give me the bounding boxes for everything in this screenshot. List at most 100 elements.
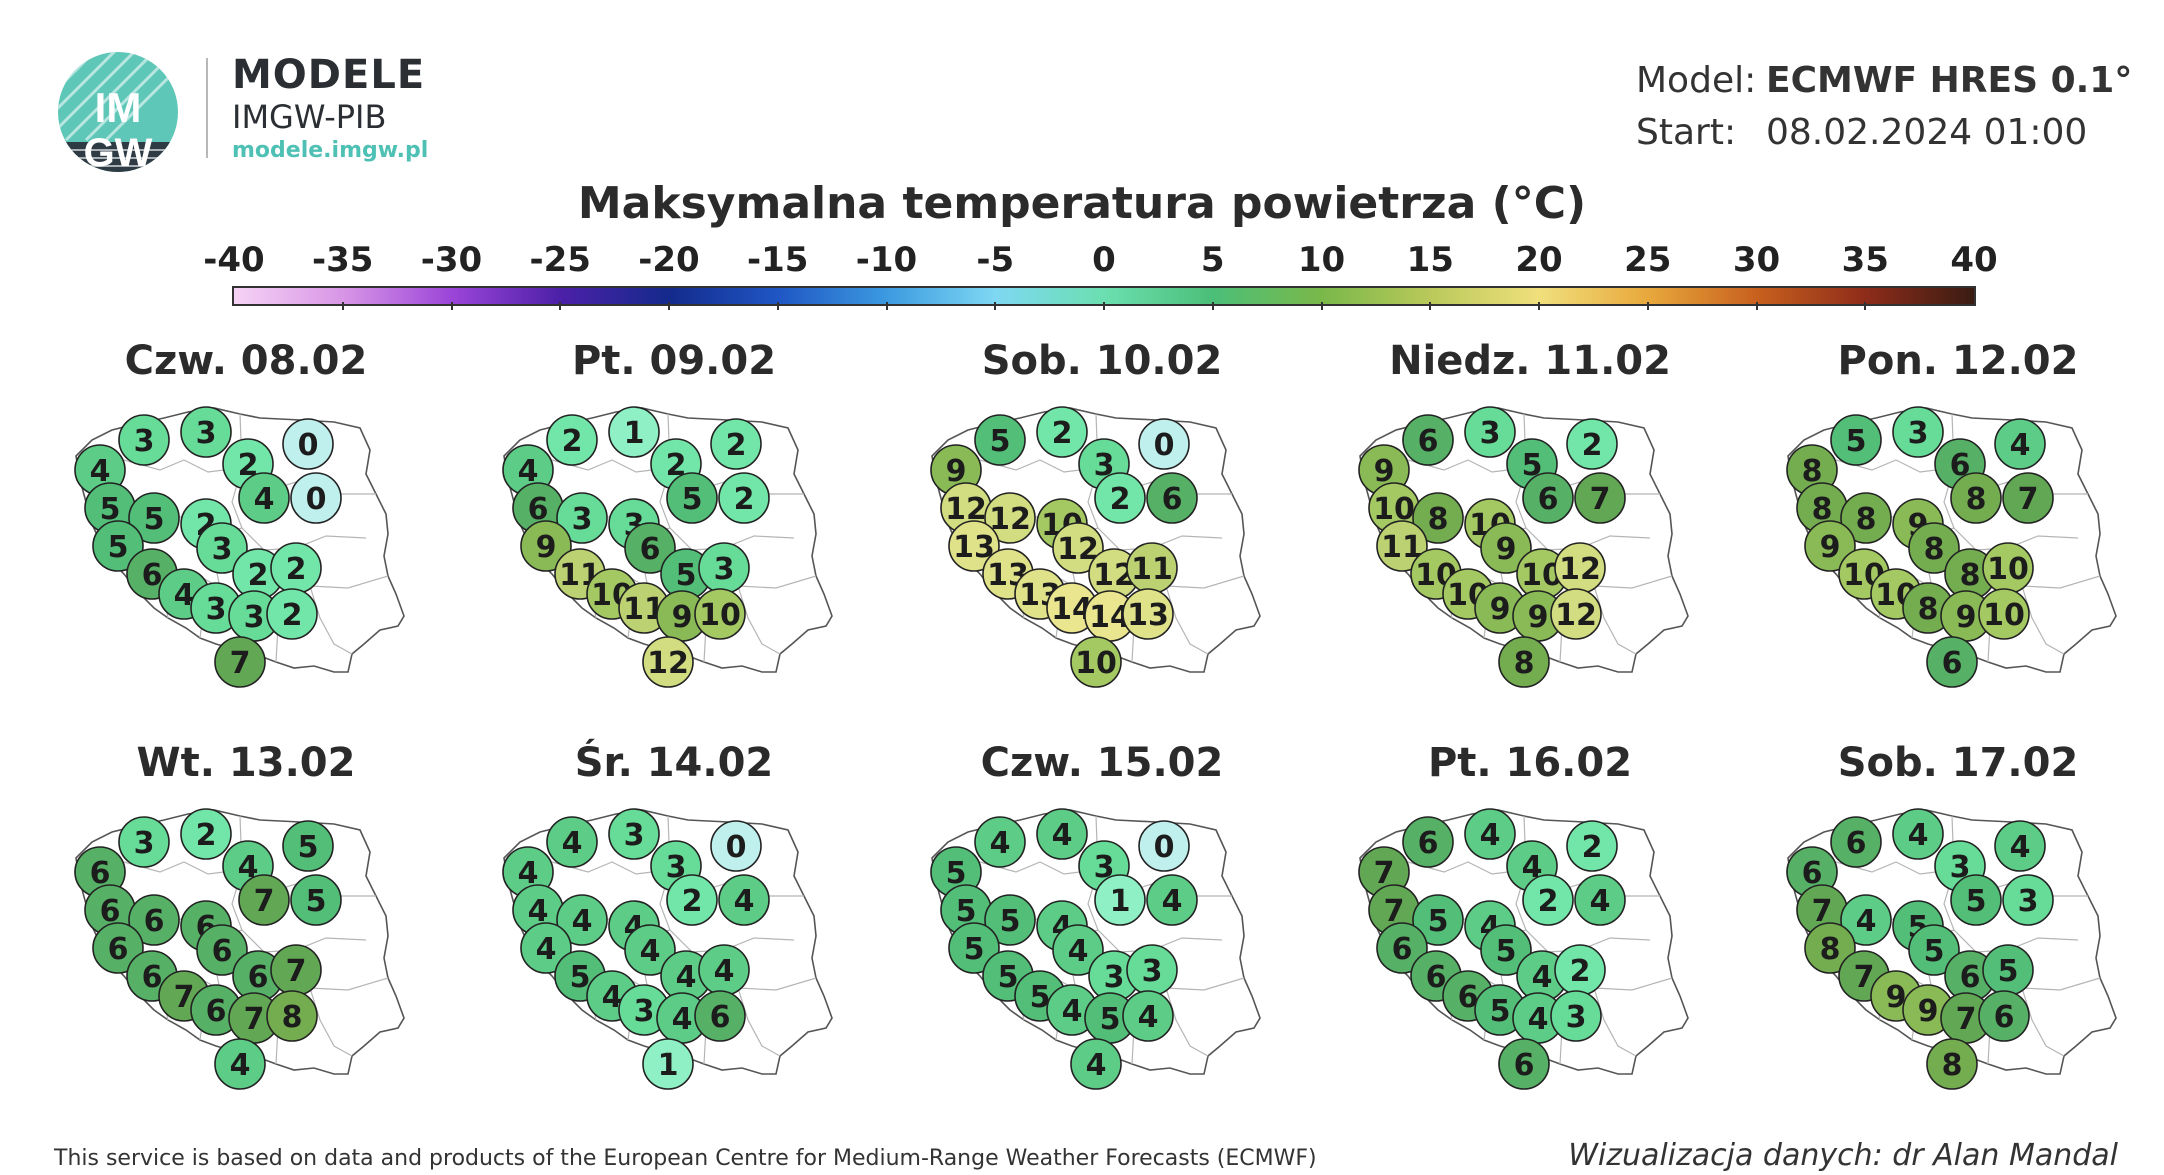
- region-border: [1593, 585, 1637, 655]
- temperature-value: 10: [699, 598, 741, 633]
- temperature-value: 7: [174, 980, 195, 1015]
- temperature-marker: 4: [238, 472, 290, 524]
- temperature-marker: 4: [1464, 808, 1516, 860]
- temperature-value: 5: [1100, 1002, 1121, 1037]
- temperature-circle: [1412, 894, 1464, 946]
- temperature-marker: 11: [554, 548, 606, 600]
- temperature-circle: [290, 472, 342, 524]
- temperature-marker: 2: [180, 808, 232, 860]
- temperature-marker: 3: [180, 406, 232, 458]
- temperature-circle: [974, 816, 1026, 868]
- temperature-value: 2: [1582, 428, 1603, 463]
- temperature-circle: [1830, 816, 1882, 868]
- temperature-marker: 5: [1982, 944, 2034, 996]
- temperature-value: 6: [1162, 482, 1183, 517]
- temperature-marker: 6: [1830, 816, 1882, 868]
- temperature-value: 5: [1846, 424, 1867, 459]
- temperature-value: 0: [1154, 428, 1175, 463]
- temperature-circle: [180, 406, 232, 458]
- temperature-circle: [974, 414, 1026, 466]
- region-border: [1835, 861, 1953, 875]
- temperature-circle: [1498, 636, 1550, 688]
- temperature-marker: 5: [92, 520, 144, 572]
- temperature-circle: [1830, 414, 1882, 466]
- temperature-value: 5: [964, 932, 985, 967]
- temperature-value: 4: [1856, 904, 1877, 939]
- temperature-value: 7: [1374, 856, 1395, 891]
- temperature-value: 4: [90, 454, 111, 489]
- temperature-circle: [624, 522, 676, 574]
- region-border: [1165, 987, 1209, 1057]
- temperature-marker: 8: [1926, 1038, 1978, 1090]
- temperature-circle: [1052, 924, 1104, 976]
- logo-text-bottom: GW: [84, 131, 153, 174]
- colorbar-tick-label: 35: [1841, 240, 1889, 280]
- temperature-value: 6: [1392, 932, 1413, 967]
- temperature-marker: 7: [1574, 472, 1626, 524]
- temperature-value: 6: [206, 994, 227, 1029]
- temperature-circle: [1146, 874, 1198, 926]
- temperature-value: 8: [282, 1000, 303, 1035]
- colorbar-tick: [341, 302, 344, 310]
- temperature-circle: [1994, 820, 2046, 872]
- temperature-value: 2: [1110, 482, 1131, 517]
- temperature-circle: [694, 588, 746, 640]
- temperature-value: 7: [1384, 894, 1405, 929]
- temperature-value: 4: [1062, 994, 1083, 1029]
- temperature-value: 6: [1514, 1048, 1535, 1083]
- temperature-circle: [196, 924, 248, 976]
- brand-url[interactable]: modele.imgw.pl: [232, 138, 429, 163]
- temperature-marker: 5: [1908, 924, 1960, 976]
- colorbar-tick-label: 5: [1200, 240, 1225, 280]
- colorbar-tick: [1103, 302, 1105, 310]
- temperature-circle: [624, 924, 676, 976]
- temperature-circle: [1892, 808, 1944, 860]
- colorbar-tick: [1429, 302, 1432, 310]
- temperature-marker: 4: [556, 894, 608, 946]
- temperature-marker: 8: [1840, 492, 1892, 544]
- temperature-circle: [1994, 418, 2046, 470]
- colorbar-tick: [994, 302, 997, 310]
- temperature-circle: [1070, 636, 1122, 688]
- temperature-marker: 6: [1376, 922, 1428, 974]
- temperature-marker: 3: [698, 542, 750, 594]
- temperature-circle: [1840, 894, 1892, 946]
- temperature-value: 3: [1908, 416, 1929, 451]
- temperature-circle: [984, 492, 1036, 544]
- temperature-marker: 3: [2002, 874, 2054, 926]
- start-value: 08.02.2024 01:00: [1766, 112, 2088, 153]
- temperature-circle: [1978, 990, 2030, 1042]
- temperature-circle: [666, 874, 718, 926]
- colorbar-tick-label: 0: [1092, 240, 1116, 280]
- temperature-marker: 4: [660, 950, 712, 1002]
- temperature-value: 9: [1528, 600, 1549, 635]
- temperature-marker: 6: [196, 924, 248, 976]
- temperature-circle: [1522, 874, 1574, 926]
- temperature-marker: 5: [128, 492, 180, 544]
- temperature-circle: [1094, 874, 1146, 926]
- temperature-value: 3: [1104, 960, 1125, 995]
- colorbar-tick-label: 15: [1406, 240, 1454, 280]
- temperature-marker: 2: [546, 414, 598, 466]
- temperature-marker: 7: [1940, 992, 1992, 1044]
- panel-date-title: Pt. 09.02: [571, 338, 777, 384]
- temperature-marker: 5: [666, 472, 718, 524]
- region-border: [979, 459, 1097, 473]
- temperature-value: 4: [238, 850, 259, 885]
- colorbar-tick-label: 25: [1624, 240, 1672, 280]
- region-border: [1835, 459, 1953, 473]
- temperature-circle: [642, 636, 694, 688]
- temperature-value: 12: [989, 502, 1031, 537]
- region-border: [551, 861, 669, 875]
- temperature-marker: 2: [666, 874, 718, 926]
- temperature-circle: [694, 990, 746, 1042]
- temperature-marker: 4: [624, 924, 676, 976]
- temperature-marker: 2: [1566, 820, 1618, 872]
- temperature-marker: 12: [1554, 542, 1606, 594]
- temperature-value: 8: [1966, 482, 1987, 517]
- region-border: [1165, 585, 1209, 655]
- temperature-value: 3: [634, 994, 655, 1029]
- temperature-value: 7: [230, 646, 251, 681]
